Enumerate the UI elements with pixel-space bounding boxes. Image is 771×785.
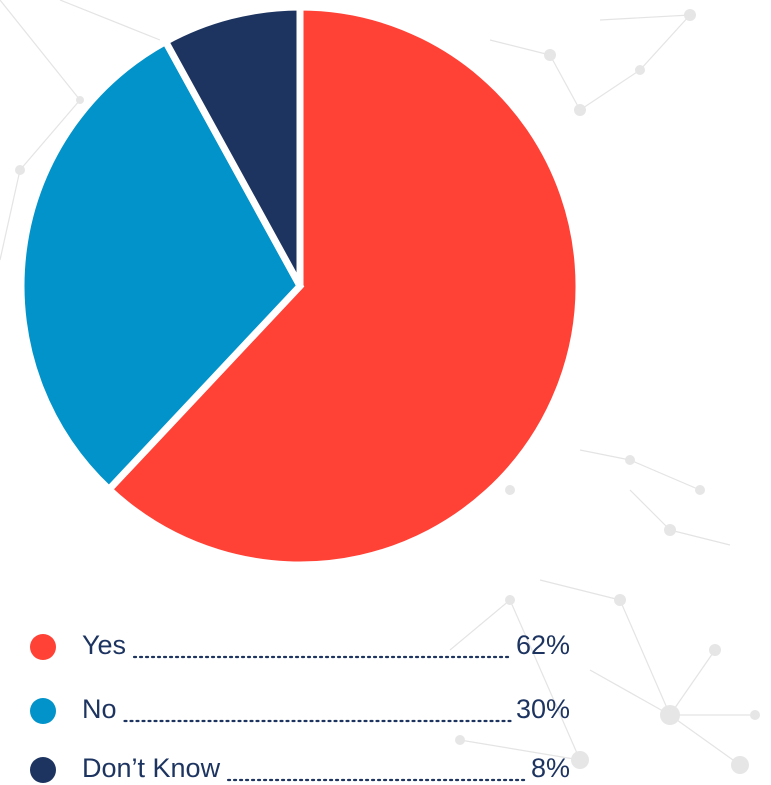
pie <box>17 3 583 569</box>
legend-value: 30% <box>516 694 570 724</box>
legend-label: No <box>82 694 117 724</box>
legend-swatch <box>30 757 56 783</box>
legend-label: Yes <box>82 630 126 660</box>
legend-label: Don’t Know <box>82 753 221 783</box>
background-network <box>0 0 760 774</box>
legend-value: 8% <box>531 753 570 783</box>
pie-slice <box>160 3 304 288</box>
pie-slice <box>17 36 305 495</box>
legend-value: 62% <box>516 630 570 660</box>
pie-slice <box>104 3 583 569</box>
legend-swatch <box>30 698 56 724</box>
legend: Yes 62% No 30% Don’t Know 8% <box>30 630 570 783</box>
legend-swatch <box>30 634 56 660</box>
